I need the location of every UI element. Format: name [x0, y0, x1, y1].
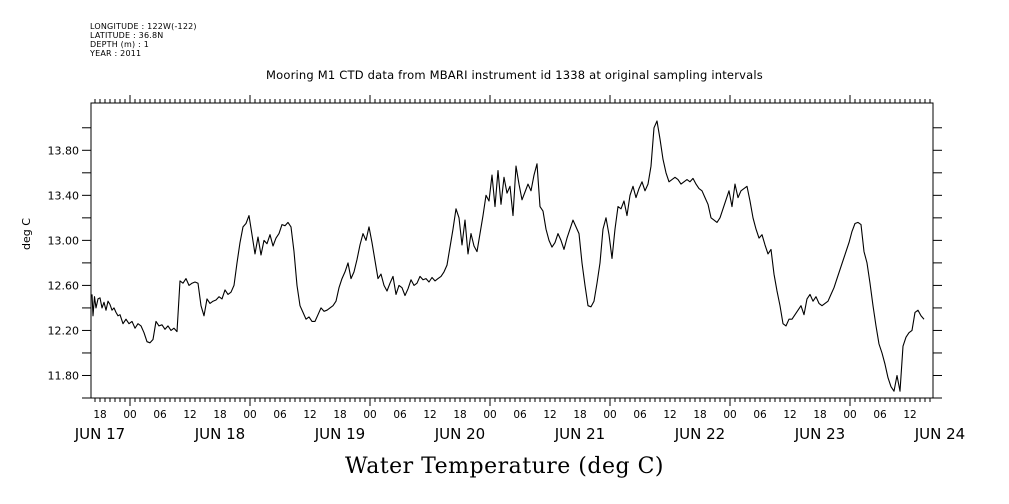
x-hour-label: 00 [843, 409, 856, 421]
x-day-label: JUN 19 [314, 425, 365, 443]
x-hour-label: 06 [393, 409, 407, 421]
series-line-water-temperature [91, 120, 925, 392]
x-hour-label: 12 [303, 409, 316, 421]
x-hour-label: 12 [543, 409, 556, 421]
metadata-block: LONGITUDE : 122W(-122) LATITUDE : 36.8N … [90, 22, 197, 58]
chart-title: Mooring M1 CTD data from MBARI instrumen… [266, 68, 763, 82]
x-hour-label: 00 [363, 409, 376, 421]
x-day-label: JUN 23 [794, 425, 845, 443]
x-hour-label: 06 [153, 409, 167, 421]
x-hour-label: 18 [213, 409, 226, 421]
x-hour-label: 18 [813, 409, 826, 421]
x-hour-label: 18 [333, 409, 346, 421]
x-hour-label: 12 [423, 409, 436, 421]
x-hour-label: 00 [123, 409, 136, 421]
x-hour-label: 00 [483, 409, 496, 421]
meta-longitude: LONGITUDE : 122W(-122) [90, 22, 197, 31]
x-hour-label: 06 [873, 409, 887, 421]
x-hour-label: 06 [753, 409, 767, 421]
x-hour-label: 12 [783, 409, 796, 421]
meta-depth: DEPTH (m) : 1 [90, 40, 149, 49]
x-day-label: JUN 22 [674, 425, 725, 443]
variable-title: Water Temperature (deg C) [345, 454, 664, 479]
x-hour-label: 06 [633, 409, 647, 421]
x-hour-label: 00 [243, 409, 256, 421]
x-hour-label: 12 [183, 409, 196, 421]
x-hour-label: 18 [453, 409, 466, 421]
x-hour-label: 06 [513, 409, 527, 421]
x-day-label: JUN 20 [434, 425, 485, 443]
x-day-label: JUN 17 [74, 425, 125, 443]
y-tick-label: 13.00 [48, 234, 80, 247]
x-day-label: JUN 18 [194, 425, 245, 443]
x-hour-label: 00 [603, 409, 616, 421]
y-tick-label: 12.20 [48, 324, 80, 337]
x-hour-label: 18 [93, 409, 106, 421]
x-hour-label: 06 [273, 409, 287, 421]
meta-year: YEAR : 2011 [90, 49, 142, 58]
y-tick-label: 11.80 [48, 369, 80, 382]
x-day-label: JUN 24 [914, 425, 965, 443]
meta-latitude: LATITUDE : 36.8N [90, 31, 164, 40]
y-tick-label: 13.80 [48, 144, 80, 157]
x-hour-label: 12 [663, 409, 676, 421]
x-hour-label: 00 [723, 409, 736, 421]
axis-labels: 11.80 12.20 12.60 13.00 13.40 13.80 18 00 06 12 18… [48, 144, 966, 443]
y-tick-label: 13.40 [48, 189, 80, 202]
x-day-label: JUN 21 [554, 425, 605, 443]
y-tick-label: 12.60 [48, 279, 80, 292]
x-hour-label: 18 [693, 409, 706, 421]
x-hour-label: 18 [573, 409, 586, 421]
plot-frame [90, 102, 934, 399]
x-hour-label: 12 [903, 409, 916, 421]
axis-ticks [82, 95, 942, 406]
